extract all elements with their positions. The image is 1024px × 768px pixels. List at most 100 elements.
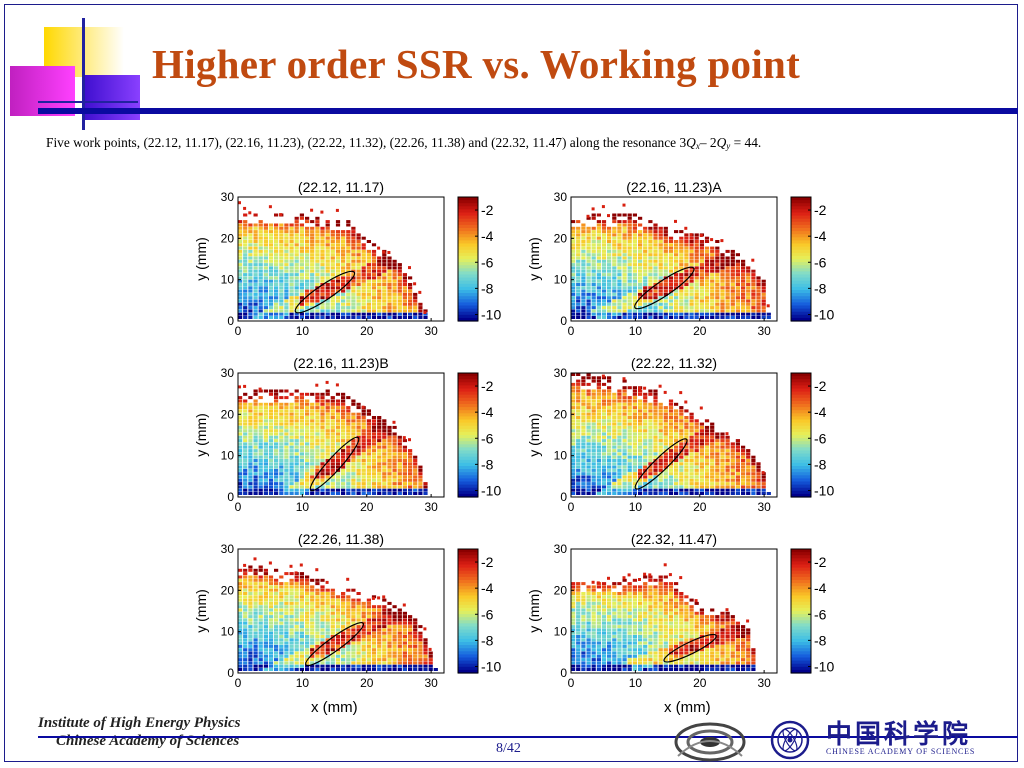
y-tick-label: 30: [554, 542, 568, 556]
subtitle-subscript-y: y: [726, 141, 731, 151]
colorbar-tick-label: -2: [481, 202, 494, 218]
colorbar-tick-label: -8: [481, 632, 494, 648]
resonance-ellipse: [294, 270, 356, 314]
axes-frame: [570, 372, 778, 498]
x-tick-label: 10: [296, 676, 310, 690]
y-tick-label: 20: [221, 407, 235, 421]
footer-rule: [38, 736, 1018, 738]
y-axis-label: y (mm): [526, 413, 542, 457]
colorbar-tick-label: -10: [481, 658, 501, 674]
colorbar-tick-label: -8: [814, 280, 827, 296]
colorbar-tick-label: -8: [481, 280, 494, 296]
colorbar-frame: [457, 548, 479, 674]
colorbar-frame: [457, 372, 479, 498]
colorbar-tick-label: -6: [814, 606, 827, 622]
colorbar: [458, 549, 478, 674]
colorbar-tick-label: -8: [481, 456, 494, 472]
subtitle: Five work points, (22.12, 11.17), (22.16…: [46, 135, 761, 151]
institute-line-2: Chinese Academy of Sciences: [56, 733, 240, 749]
colorbar-tick-label: -10: [814, 658, 834, 674]
page-number: 8/42: [496, 741, 521, 756]
heatmap-svg-2: 0 10 20 30 0 10 20 30 (22.16, 11.23)A y (mm) -2 -4 -…: [526, 179, 834, 338]
y-tick-label: 30: [221, 190, 235, 204]
axes-frame: [237, 196, 445, 322]
colorbar-tick-label: -10: [481, 306, 501, 322]
colorbar-tick-label: -4: [481, 228, 494, 244]
y-axis-label: y (mm): [193, 237, 209, 281]
heatmap-svg-1: 0 10 20 30 0 10 20 30 (22.12, 11.17) y (mm) -2 -4 -6…: [193, 179, 501, 338]
x-tick-label: 0: [568, 676, 575, 690]
colorbar: [791, 197, 811, 322]
y-axis-label: y (mm): [526, 237, 542, 281]
colorbar-tick-label: -4: [814, 228, 827, 244]
colorbar: [791, 549, 811, 674]
x-tick-label: 20: [360, 324, 374, 338]
x-tick-label: 30: [757, 324, 771, 338]
axes-frame: [570, 196, 778, 322]
resonance-ellipse: [305, 621, 365, 667]
colorbar-frame: [790, 196, 812, 322]
y-axis-label: y (mm): [526, 589, 542, 633]
x-tick-label: 0: [568, 500, 575, 514]
subtitle-suffix: = 44.: [730, 135, 762, 150]
axes-frame: [570, 548, 778, 674]
colorbar-tick-label: -2: [481, 554, 494, 570]
colorbar-frame: [790, 372, 812, 498]
colorbar-tick-label: -6: [481, 606, 494, 622]
y-tick-label: 0: [560, 666, 567, 680]
decor-blue-vertical-line: [82, 18, 85, 130]
colorbar-tick-label: -4: [814, 404, 827, 420]
x-tick-label: 30: [424, 500, 438, 514]
decor-blue-horizontal-line: [38, 101, 138, 103]
page-title: Higher order SSR vs. Working point: [152, 41, 801, 87]
heatmap-cells: [238, 557, 438, 671]
colorbar-tick-label: -2: [814, 202, 827, 218]
heatmap-cells: [571, 563, 756, 671]
heatmap-title: (22.22, 11.32): [631, 355, 717, 371]
y-tick-label: 30: [554, 190, 568, 204]
title-rule: [38, 108, 1018, 114]
x-tick-label: 30: [757, 676, 771, 690]
heatmap-svg-3: 0 10 20 30 0 10 20 30 (22.16, 11.23)B y (mm) -2 -4 -…: [193, 355, 501, 514]
colorbar-tick-label: -2: [814, 554, 827, 570]
x-tick-label: 0: [235, 500, 242, 514]
heatmap-panel-6: 0 10 20 30 0 10 20 30 (22.32, 11.47) y (mm) -2 -4 -6…: [525, 527, 845, 697]
heatmap-title: (22.32, 11.47): [631, 531, 717, 547]
colorbar-tick-label: -4: [814, 580, 827, 596]
axes-frame: [237, 372, 445, 498]
y-tick-label: 0: [560, 314, 567, 328]
x-tick-label: 30: [424, 324, 438, 338]
y-tick-label: 10: [221, 273, 235, 287]
colorbar-tick-label: -2: [481, 378, 494, 394]
colorbar-tick-label: -4: [481, 580, 494, 596]
x-tick-label: 20: [360, 676, 374, 690]
decor-magenta-square: [10, 66, 75, 116]
y-tick-label: 30: [221, 366, 235, 380]
heatmap-panel-4: 0 10 20 30 0 10 20 30 (22.22, 11.32) y (mm) -2 -4 -6…: [525, 351, 845, 521]
x-tick-label: 20: [360, 500, 374, 514]
axes-frame: [237, 548, 445, 674]
x-tick-label: 20: [693, 500, 707, 514]
y-tick-label: 10: [554, 273, 568, 287]
y-axis-label: y (mm): [193, 589, 209, 633]
x-tick-label: 30: [757, 500, 771, 514]
subtitle-subscript-x: x: [695, 141, 700, 151]
ihep-logo-icon: [674, 722, 746, 762]
resonance-ellipse: [309, 436, 360, 492]
cas-chinese-name: 中国科学院: [826, 720, 972, 750]
x-tick-label: 0: [235, 324, 242, 338]
y-tick-label: 10: [221, 449, 235, 463]
colorbar-tick-label: -10: [814, 482, 834, 498]
x-tick-label: 0: [568, 324, 575, 338]
y-tick-label: 30: [221, 542, 235, 556]
resonance-ellipse: [634, 438, 688, 490]
y-tick-label: 20: [554, 583, 568, 597]
colorbar-frame: [790, 548, 812, 674]
colorbar-tick-label: -8: [814, 456, 827, 472]
colorbar: [458, 197, 478, 322]
heatmap-title: (22.12, 11.17): [298, 179, 384, 195]
heatmap-title: (22.16, 11.23)A: [626, 179, 722, 195]
institute-line-1: Institute of High Energy Physics: [38, 715, 241, 731]
x-tick-label: 20: [693, 676, 707, 690]
y-tick-label: 20: [554, 407, 568, 421]
